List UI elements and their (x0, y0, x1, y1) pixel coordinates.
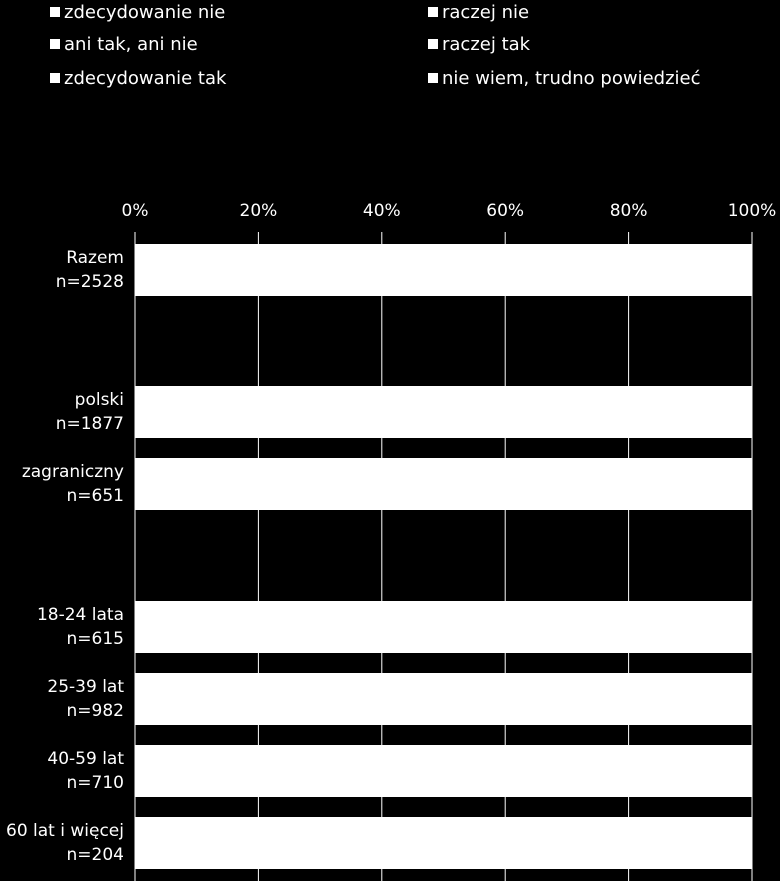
category-sample-size: n=2528 (56, 272, 124, 292)
category-sample-size: n=982 (67, 701, 124, 721)
category-sample-size: n=651 (67, 486, 124, 506)
legend-item-zdecydowanie-tak: zdecydowanie tak (50, 66, 226, 90)
bar (135, 458, 752, 510)
category-sample-size: n=1877 (56, 414, 124, 434)
bar (135, 601, 752, 653)
legend-label: zdecydowanie nie (64, 1, 226, 23)
x-tick-label: 60% (486, 201, 524, 221)
bar (135, 673, 752, 725)
legend-swatch (428, 7, 438, 17)
category-sample-size: n=615 (67, 629, 124, 649)
category-label: Razem (66, 248, 124, 268)
bar (135, 817, 752, 869)
x-tick-label: 40% (363, 201, 401, 221)
legend-item-raczej-tak: raczej tak (428, 32, 530, 56)
legend-item-ani-tak-ani-nie: ani tak, ani nie (50, 32, 198, 56)
legend-swatch (50, 73, 60, 83)
category-label: 40-59 lat (47, 749, 124, 769)
category-label: polski (75, 390, 124, 410)
legend-label: ani tak, ani nie (64, 33, 198, 55)
category-label: zagraniczny (22, 462, 124, 482)
legend-swatch (50, 7, 60, 17)
legend-item-nie-wiem: nie wiem, trudno powiedzieć (428, 66, 701, 90)
category-sample-size: n=710 (67, 773, 124, 793)
legend-swatch (428, 39, 438, 49)
x-tick-label: 0% (122, 201, 149, 221)
bar (135, 386, 752, 438)
x-tick-label: 20% (240, 201, 278, 221)
legend-swatch (50, 39, 60, 49)
legend-label: raczej nie (442, 1, 530, 23)
legend-label: nie wiem, trudno powiedzieć (442, 67, 701, 89)
x-tick-label: 80% (610, 201, 648, 221)
legend-item-raczej-nie: raczej nie (428, 0, 529, 24)
category-label: 60 lat i więcej (6, 821, 124, 841)
category-label: 25-39 lat (47, 677, 124, 697)
bar (135, 244, 752, 296)
bar (135, 745, 752, 797)
category-label: 18-24 lata (37, 605, 124, 625)
legend-swatch (428, 73, 438, 83)
legend-item-zdecydowanie-nie: zdecydowanie nie (50, 0, 225, 24)
x-tick-label: 100% (728, 201, 777, 221)
category-sample-size: n=204 (67, 845, 124, 865)
legend-label: zdecydowanie tak (64, 67, 227, 89)
chart-legend: zdecydowanie nie raczej nie ani tak, ani… (0, 0, 780, 100)
legend-label: raczej tak (442, 33, 531, 55)
